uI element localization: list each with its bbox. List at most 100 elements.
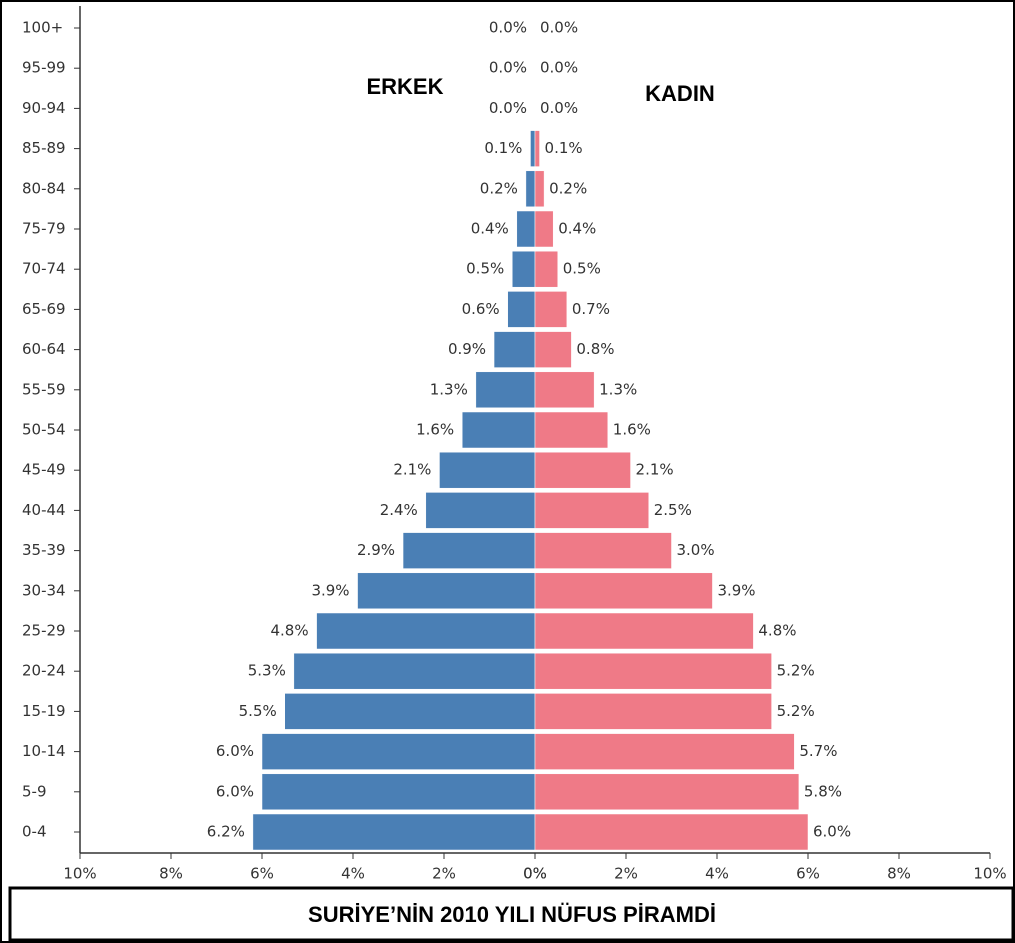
x-tick-label: 6% xyxy=(796,865,820,883)
value-label: 5.3% xyxy=(248,662,286,680)
value-label: 6.0% xyxy=(216,742,254,760)
bar xyxy=(439,451,536,489)
y-tick-label: 35-39 xyxy=(22,541,66,559)
y-tick-label: 40-44 xyxy=(22,501,66,519)
value-label: 0.0% xyxy=(489,99,527,117)
value-label: 5.2% xyxy=(777,662,815,680)
value-label: 0.4% xyxy=(558,220,596,238)
bar xyxy=(516,210,536,248)
x-tick-label: 8% xyxy=(887,865,911,883)
y-tick-label: 10-14 xyxy=(22,742,66,760)
bar xyxy=(534,532,672,569)
value-label: 0.0% xyxy=(540,59,578,77)
x-tick-label: 0% xyxy=(523,865,547,883)
x-tick-label: 6% xyxy=(250,865,274,883)
value-label: 1.3% xyxy=(430,380,468,398)
bar xyxy=(316,612,536,650)
x-tick-label: 4% xyxy=(341,865,365,883)
bar xyxy=(261,773,536,811)
bar xyxy=(534,170,545,208)
value-label: 1.6% xyxy=(613,421,651,439)
y-tick-label: 30-34 xyxy=(22,581,66,599)
bar xyxy=(534,411,609,449)
legend-right: KADIN xyxy=(645,81,715,106)
y-tick-label: 75-79 xyxy=(22,220,66,238)
bar xyxy=(534,331,572,368)
value-label: 6.0% xyxy=(813,823,851,841)
y-tick-label: 50-54 xyxy=(22,421,66,439)
value-label: 0.8% xyxy=(576,340,614,358)
y-tick-label: 70-74 xyxy=(22,260,66,278)
y-tick-label: 20-24 xyxy=(22,662,66,680)
bar xyxy=(357,572,536,610)
value-label: 0.1% xyxy=(545,139,583,157)
value-label: 0.1% xyxy=(484,139,522,157)
value-label: 0.9% xyxy=(448,340,486,358)
x-tick-label: 4% xyxy=(705,865,729,883)
bar xyxy=(507,291,536,328)
x-tick-label: 0% xyxy=(523,865,547,883)
bar xyxy=(534,371,595,409)
bar xyxy=(425,492,536,529)
bar xyxy=(534,693,772,730)
value-label: 1.3% xyxy=(599,380,637,398)
y-tick-label: 95-99 xyxy=(22,59,66,77)
value-label: 0.5% xyxy=(563,260,601,278)
value-label: 2.9% xyxy=(357,541,395,559)
y-tick-label: 45-49 xyxy=(22,461,66,479)
bar xyxy=(530,130,536,167)
value-label: 0.0% xyxy=(540,99,578,117)
y-tick-label: 65-69 xyxy=(22,300,66,318)
legend-left: ERKEK xyxy=(366,74,443,99)
x-tick-label: 10% xyxy=(973,865,1006,883)
x-tick-label: 8% xyxy=(159,865,183,883)
bar xyxy=(534,612,754,650)
value-label: 3.9% xyxy=(717,581,755,599)
value-label: 6.2% xyxy=(207,823,245,841)
value-label: 0.4% xyxy=(471,220,509,238)
value-label: 0.7% xyxy=(572,300,610,318)
value-label: 5.7% xyxy=(799,742,837,760)
bar xyxy=(534,291,568,328)
value-label: 0.2% xyxy=(480,179,518,197)
value-label: 4.8% xyxy=(758,622,796,640)
x-tick-label: 2% xyxy=(614,865,638,883)
value-label: 3.9% xyxy=(311,581,349,599)
value-label: 0.5% xyxy=(466,260,504,278)
y-tick-label: 85-89 xyxy=(22,139,66,157)
bar xyxy=(293,652,536,690)
y-tick-label: 100+ xyxy=(22,19,63,37)
bar xyxy=(461,411,536,449)
value-label: 5.8% xyxy=(804,782,842,800)
value-label: 5.5% xyxy=(239,702,277,720)
value-label: 0.0% xyxy=(540,19,578,37)
bar xyxy=(475,371,536,409)
y-tick-label: 90-94 xyxy=(22,99,66,117)
bar xyxy=(534,250,558,288)
bar xyxy=(534,492,649,529)
x-tick-label: 2% xyxy=(432,865,456,883)
bar xyxy=(534,773,800,811)
bar xyxy=(534,572,713,610)
bar xyxy=(525,170,536,208)
value-label: 2.4% xyxy=(380,501,418,519)
value-label: 0.2% xyxy=(549,179,587,197)
value-label: 5.2% xyxy=(777,702,815,720)
x-tick-label: 10% xyxy=(63,865,96,883)
value-label: 4.8% xyxy=(270,622,308,640)
value-label: 2.5% xyxy=(654,501,692,519)
bar xyxy=(534,652,772,690)
value-label: 3.0% xyxy=(677,541,715,559)
bar xyxy=(284,693,536,730)
bar xyxy=(493,331,536,368)
y-tick-label: 80-84 xyxy=(22,179,66,197)
y-tick-label: 0-4 xyxy=(22,823,47,841)
bar xyxy=(261,733,536,770)
value-label: 0.0% xyxy=(489,19,527,37)
bar xyxy=(534,733,795,770)
chart-title: SURİYE’NİN 2010 YILI NÜFUS PİRAMDİ xyxy=(308,902,716,927)
value-label: 2.1% xyxy=(393,461,431,479)
value-label: 0.0% xyxy=(489,59,527,77)
value-label: 6.0% xyxy=(216,782,254,800)
